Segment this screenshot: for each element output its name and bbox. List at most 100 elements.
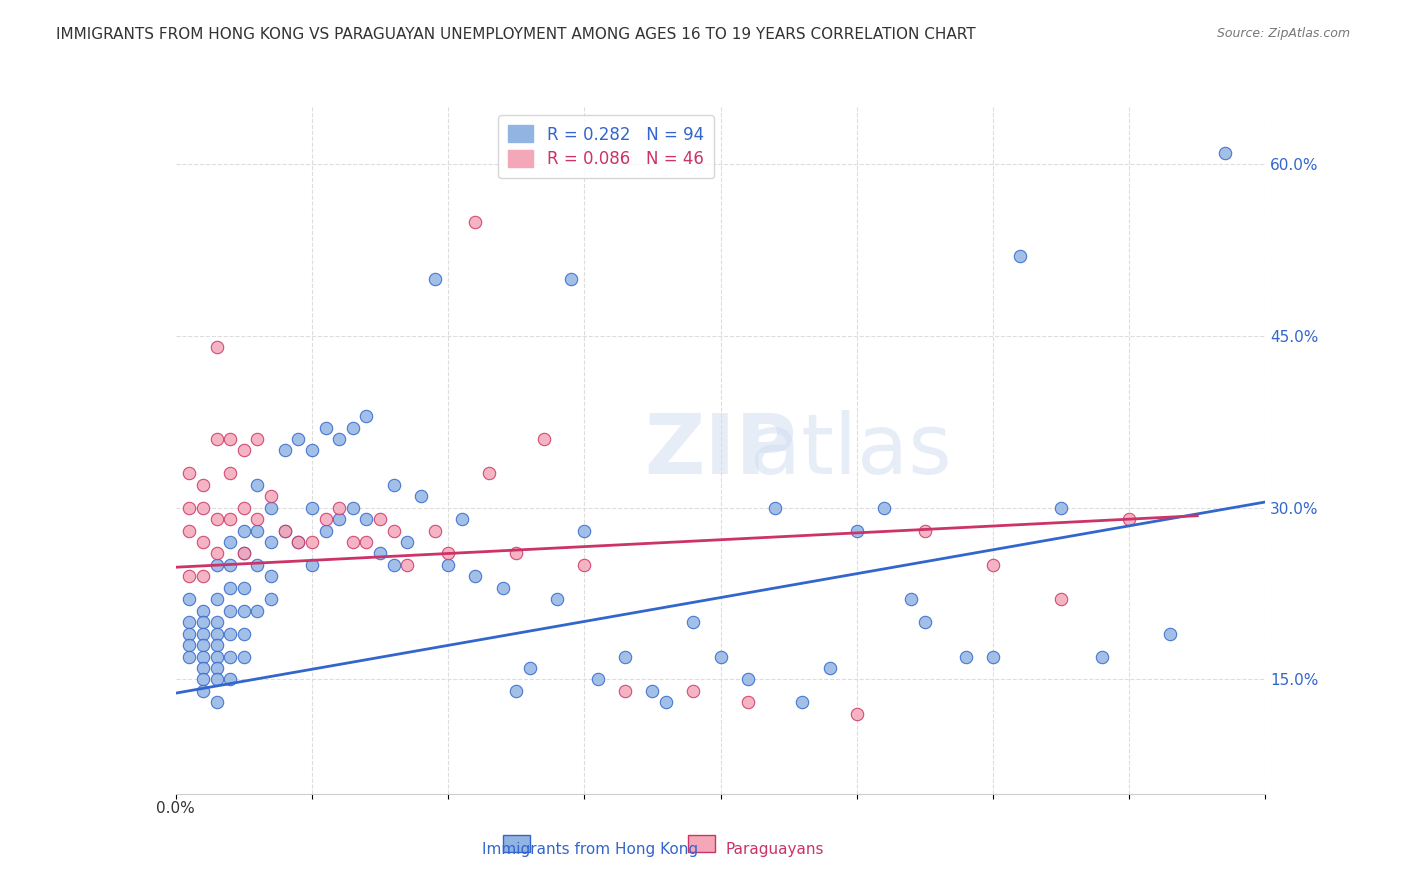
Point	[737, 673, 759, 687]
Point	[845, 524, 868, 538]
Point	[179, 592, 201, 607]
Point	[614, 683, 637, 698]
Point	[519, 661, 541, 675]
Point	[914, 615, 936, 630]
Point	[900, 592, 922, 607]
Point	[328, 432, 350, 446]
Point	[205, 626, 228, 640]
Point	[396, 558, 419, 572]
Point	[179, 467, 201, 481]
Point	[409, 489, 432, 503]
Point	[763, 500, 786, 515]
Point	[191, 478, 214, 492]
Point	[232, 546, 254, 561]
Point	[205, 592, 228, 607]
Point	[219, 558, 242, 572]
Point	[191, 626, 214, 640]
Text: 0.0%: 0.0%	[156, 801, 195, 816]
Point	[191, 500, 214, 515]
Point	[356, 512, 378, 526]
Point	[342, 535, 364, 549]
Point	[955, 649, 977, 664]
Point	[232, 581, 254, 595]
Legend: R = 0.282   N = 94, R = 0.086   N = 46: R = 0.282 N = 94, R = 0.086 N = 46	[499, 115, 714, 178]
Point	[792, 695, 814, 709]
Point	[232, 546, 254, 561]
Point	[191, 673, 214, 687]
Point	[205, 638, 228, 652]
Point	[533, 432, 555, 446]
Point	[179, 649, 201, 664]
Point	[1050, 500, 1073, 515]
Point	[205, 558, 228, 572]
Point	[179, 626, 201, 640]
FancyBboxPatch shape	[688, 835, 716, 852]
Point	[219, 626, 242, 640]
Point	[464, 569, 486, 583]
Point	[179, 638, 201, 652]
Point	[301, 443, 323, 458]
Point	[274, 443, 297, 458]
Point	[219, 432, 242, 446]
Point	[191, 535, 214, 549]
Point	[464, 214, 486, 228]
Point	[655, 695, 678, 709]
Point	[342, 500, 364, 515]
Point	[505, 546, 527, 561]
Point	[682, 615, 704, 630]
Point	[614, 649, 637, 664]
Point	[219, 467, 242, 481]
Point	[342, 420, 364, 434]
Point	[232, 500, 254, 515]
Point	[219, 649, 242, 664]
Point	[219, 512, 242, 526]
Point	[232, 604, 254, 618]
Point	[205, 649, 228, 664]
Point	[260, 592, 283, 607]
Point	[382, 478, 405, 492]
Point	[219, 535, 242, 549]
Point	[356, 535, 378, 549]
Point	[315, 420, 337, 434]
Point	[382, 524, 405, 538]
Point	[260, 569, 283, 583]
Point	[1118, 512, 1140, 526]
Point	[1159, 626, 1181, 640]
Point	[246, 512, 269, 526]
Point	[191, 649, 214, 664]
Point	[356, 409, 378, 424]
Point	[232, 443, 254, 458]
Point	[818, 661, 841, 675]
Point	[260, 500, 283, 515]
Point	[205, 615, 228, 630]
Point	[205, 673, 228, 687]
Point	[232, 649, 254, 664]
Point	[437, 558, 460, 572]
Point	[191, 661, 214, 675]
Point	[981, 558, 1004, 572]
Point	[246, 604, 269, 618]
Point	[246, 478, 269, 492]
Point	[246, 558, 269, 572]
Point	[205, 341, 228, 355]
Point	[219, 673, 242, 687]
Point	[205, 695, 228, 709]
Point	[368, 512, 391, 526]
Point	[505, 683, 527, 698]
Point	[710, 649, 733, 664]
Point	[641, 683, 664, 698]
Point	[546, 592, 568, 607]
Point	[191, 604, 214, 618]
Point	[423, 271, 446, 285]
Point	[450, 512, 472, 526]
Point	[191, 615, 214, 630]
Point	[246, 524, 269, 538]
Point	[368, 546, 391, 561]
Point	[560, 271, 582, 285]
Point	[845, 706, 868, 721]
Point	[205, 546, 228, 561]
Point	[232, 626, 254, 640]
Point	[382, 558, 405, 572]
FancyBboxPatch shape	[503, 835, 530, 852]
Point	[301, 558, 323, 572]
